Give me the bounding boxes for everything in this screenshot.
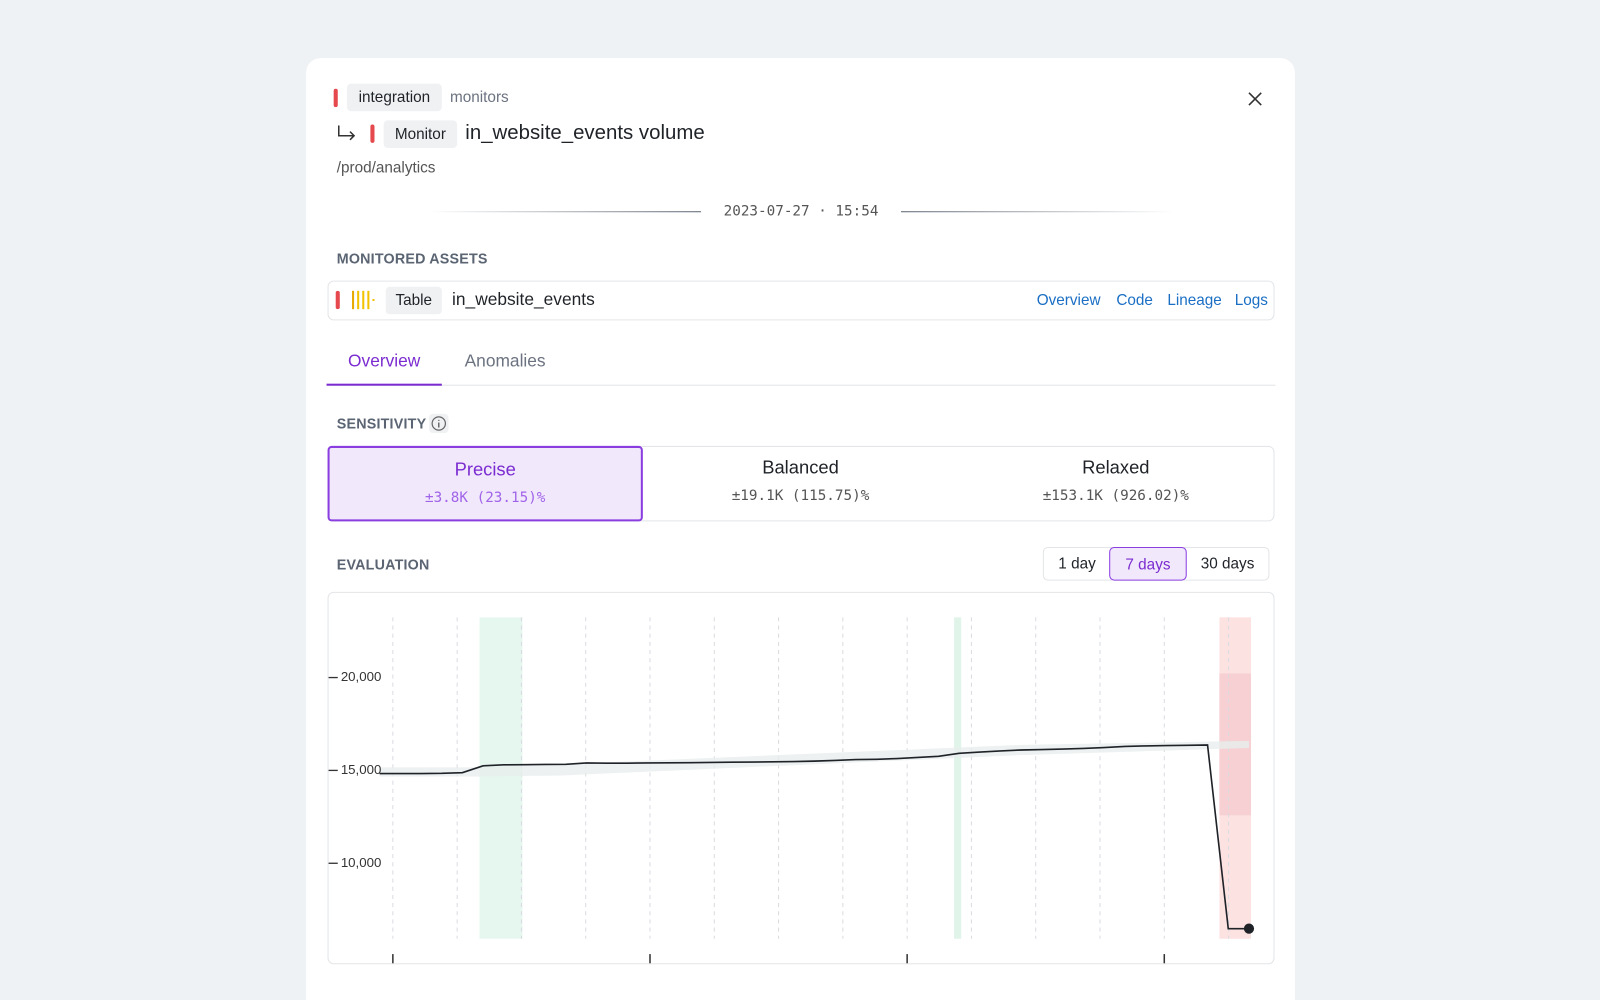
chart-frame: [327, 591, 1275, 965]
y-tick-label: 15,000: [341, 762, 382, 777]
x-ticks: [392, 954, 1166, 964]
option-label: Balanced: [762, 457, 839, 478]
section-link[interactable]: monitors: [449, 88, 509, 107]
asset-name: in_website_events: [452, 289, 595, 310]
range-button[interactable]: 1 day: [1058, 555, 1096, 573]
evaluation-heading: EVALUATION: [336, 556, 430, 573]
volume-line: [379, 744, 1249, 930]
option-label: Precise: [454, 459, 516, 480]
anomaly-bands: [479, 617, 1252, 939]
sensitivity-option[interactable]: Precise ±3.8K (23.15)%: [327, 445, 643, 522]
tab[interactable]: Overview: [348, 351, 421, 371]
divider: [901, 211, 1174, 213]
monitor-tag: Monitor: [383, 120, 458, 148]
option-range: ±153.1K (926.02)%: [1042, 487, 1189, 505]
asset-type-tag: Table: [385, 286, 442, 315]
status-bar: [335, 290, 340, 310]
anomaly-band: [479, 617, 523, 939]
last-point: [1243, 923, 1255, 934]
asset-link[interactable]: Lineage: [1167, 291, 1222, 310]
timestamp: 2023-07-27 · 15:54: [723, 203, 879, 220]
divider: [428, 211, 702, 213]
status-bar: [333, 88, 338, 108]
tab[interactable]: Anomalies: [464, 351, 546, 371]
tab-underline: [326, 383, 442, 386]
monitor-panel: [306, 58, 1295, 1000]
sensitivity-option[interactable]: Relaxed ±153.1K (926.02)%: [958, 446, 1273, 522]
asset-link[interactable]: Logs: [1234, 291, 1268, 310]
sensitivity-option[interactable]: Balanced ±19.1K (115.75)%: [643, 446, 958, 522]
sensitivity-heading: SENSITIVITY: [336, 415, 427, 432]
range-button[interactable]: 30 days: [1200, 555, 1255, 573]
tab-rule: [326, 384, 1276, 386]
close-button[interactable]: [1247, 91, 1263, 107]
y-tick-label: 20,000: [341, 669, 382, 684]
option-range: ±3.8K (23.15)%: [424, 489, 546, 507]
info-icon[interactable]: [429, 413, 449, 434]
option-range: ±19.1K (115.75)%: [731, 487, 870, 505]
integration-tag[interactable]: integration: [346, 83, 442, 112]
asset-link[interactable]: Code: [1116, 291, 1153, 310]
assets-heading: MONITORED ASSETS: [336, 249, 488, 267]
table-icon: [352, 290, 375, 310]
range-button[interactable]: 7 days: [1109, 546, 1187, 581]
monitor-name: in_website_events volume: [465, 121, 705, 144]
asset-link[interactable]: Overview: [1036, 291, 1101, 310]
status-bar: [370, 124, 375, 143]
option-label: Relaxed: [1082, 457, 1150, 478]
child-arrow: [338, 125, 356, 141]
y-tick-label: 10,000: [341, 855, 382, 870]
anomaly-band: [954, 617, 962, 939]
asset-row: [327, 280, 1275, 321]
monitor-path: /prod/analytics: [336, 159, 436, 177]
